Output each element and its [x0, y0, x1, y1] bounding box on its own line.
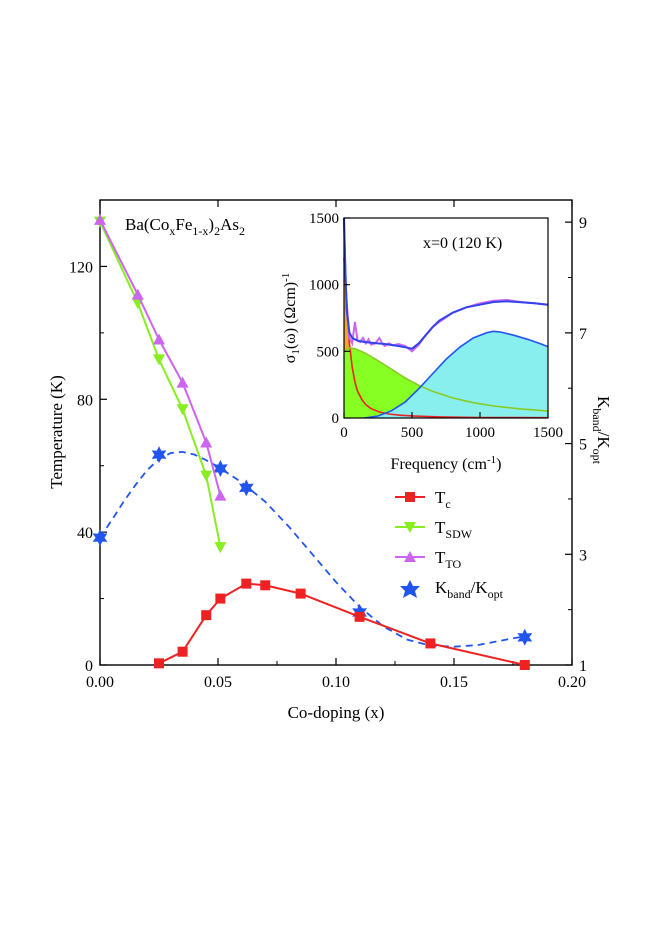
legend: Tc TSDW TTO Kband/Kopt [395, 488, 504, 601]
legend-entry-tto: TTO [395, 548, 462, 571]
inset-axes-ticks: 0 500 1000 1500 0 500 1000 1500 [309, 211, 563, 441]
legend-label-tc: Tc [435, 488, 451, 511]
y-axis-label: Temperature (K) [47, 375, 66, 489]
inset-area-2 [364, 331, 548, 418]
y-tick-label: 120 [69, 259, 93, 276]
main-axes-ticks: 0.00 0.05 0.10 0.15 0.20 0 40 80 120 1 3 5 7 9 [69, 200, 587, 691]
x-tick-label: 0.20 [558, 674, 586, 691]
inset-line-drudebroad [343, 347, 549, 412]
inset-y-tick-label: 1500 [309, 211, 339, 227]
legend-marker-kband [400, 580, 420, 598]
data-point-tto [94, 213, 106, 225]
legend-entry-tc: Tc [395, 488, 451, 511]
data-point-tc [154, 658, 164, 669]
y-tick-label: 0 [85, 658, 93, 675]
x-tick-label: 0.00 [86, 674, 114, 691]
legend-marker-tsdw [404, 522, 416, 533]
series-line-tto [99, 219, 222, 496]
y2-tick-label: 5 [579, 437, 587, 454]
data-point-kbandkopt [213, 460, 228, 477]
y-tick-label: 80 [77, 392, 93, 409]
data-point-tsdw [214, 542, 227, 554]
inset-y-tick-label: 1000 [309, 278, 339, 294]
data-point-tc [241, 578, 252, 589]
data-point-kbandkopt [92, 529, 108, 547]
legend-label-tto: TTO [435, 548, 462, 571]
y-tick-label: 40 [77, 525, 93, 542]
data-point-kbandkopt [239, 479, 254, 497]
data-point-tto [200, 436, 213, 448]
inset-area-1 [344, 348, 548, 418]
inset-series-group [343, 217, 549, 419]
main-series-group [92, 213, 533, 670]
y2-tick-label: 1 [579, 658, 587, 675]
data-point-tsdw [176, 404, 189, 416]
x-tick-label: 0.05 [204, 674, 232, 691]
inset-x-tick-label: 1500 [533, 425, 563, 441]
data-point-tto [153, 333, 165, 345]
inset-line-drudenarrow [343, 257, 549, 419]
data-point-tc [260, 580, 271, 591]
inset-x-tick-label: 0 [340, 425, 348, 441]
series-line-tsdw [99, 221, 222, 548]
legend-label-tsdw: TSDW [435, 518, 473, 541]
x-axis-label: Co-doping (x) [288, 703, 385, 722]
legend-entry-kband: Kband/Kopt [400, 578, 504, 601]
data-point-kbandkopt [517, 628, 533, 646]
inset-title: x=0 (120 K) [423, 235, 502, 252]
y2-axis-label: Kband/Kopt [590, 396, 613, 465]
legend-label-kband: Kband/Kopt [435, 578, 504, 601]
data-point-tsdw [200, 470, 213, 482]
x-tick-label: 0.10 [322, 674, 350, 691]
data-point-tc [425, 638, 436, 649]
data-point-tc [201, 610, 212, 621]
inset-y-tick-label: 0 [332, 411, 340, 427]
data-point-tto [214, 489, 227, 501]
inset-y-label: σ1(ω) (Ωcm)-1 [280, 273, 302, 364]
data-point-tto [176, 376, 189, 388]
main-title: Ba(CoxFe1-x)2As2 [125, 215, 245, 238]
inset-frame [343, 217, 549, 419]
series-line-kband-fit [99, 450, 525, 648]
data-point-tsdw [153, 354, 165, 366]
data-point-tto [131, 288, 144, 300]
legend-marker-tto [404, 551, 416, 562]
inset-line-interband [364, 330, 549, 419]
y2-tick-label: 7 [579, 326, 587, 343]
inset-x-tick-label: 1000 [465, 425, 495, 441]
data-point-tc [177, 646, 188, 657]
x-tick-label: 0.15 [440, 674, 468, 691]
data-point-tc [215, 593, 226, 604]
inset-x-tick-label: 500 [401, 425, 424, 441]
data-point-tc [354, 611, 365, 622]
legend-marker-tc [405, 492, 415, 502]
inset-line-fit [343, 217, 549, 350]
legend-entry-tsdw: TSDW [395, 518, 473, 541]
inset-chart: 0 500 1000 1500 0 500 1000 1500 x=0 (120 K) Fre… [280, 211, 563, 473]
data-point-kbandkopt [151, 446, 167, 464]
inset-y-tick-label: 500 [317, 344, 340, 360]
series-line-tc [158, 582, 526, 666]
y2-tick-label: 9 [579, 215, 587, 232]
data-point-tc [519, 660, 530, 670]
inset-x-label: Frequency (cm-1) [391, 454, 502, 473]
data-point-tc [295, 588, 306, 599]
y2-tick-label: 3 [579, 547, 587, 564]
